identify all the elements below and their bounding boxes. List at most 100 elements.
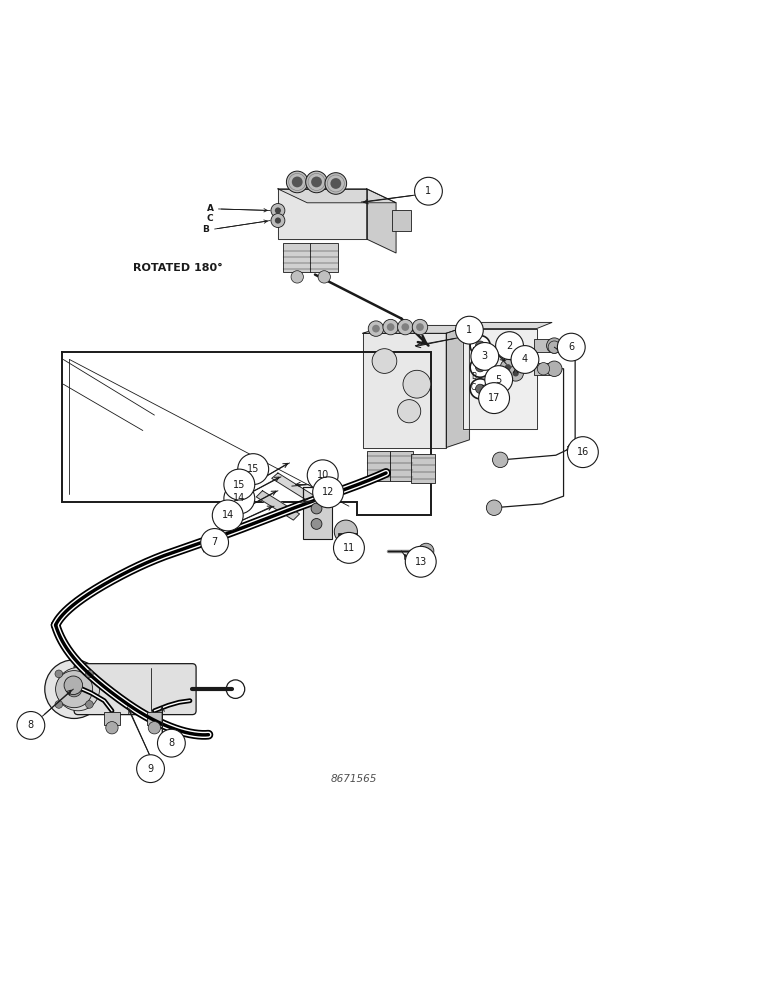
Circle shape [66,681,82,697]
Circle shape [405,546,436,577]
Circle shape [201,529,229,556]
Circle shape [271,204,285,217]
Circle shape [292,177,303,187]
Circle shape [330,178,341,189]
Circle shape [318,271,330,283]
Text: 15: 15 [233,480,245,490]
Circle shape [557,333,585,361]
Circle shape [496,332,523,359]
Circle shape [55,670,63,678]
Circle shape [368,321,384,336]
Bar [392,210,411,231]
Polygon shape [363,326,469,333]
Text: 6: 6 [568,342,574,352]
Circle shape [510,342,525,357]
Polygon shape [278,189,396,203]
Circle shape [224,469,255,500]
Circle shape [514,346,520,353]
Circle shape [372,349,397,373]
Bar [390,451,413,481]
Circle shape [86,701,93,708]
Text: 1: 1 [425,186,432,196]
Bar [367,451,390,481]
Circle shape [56,668,100,711]
Text: C: C [207,214,214,223]
Circle shape [398,400,421,423]
Text: 2: 2 [506,341,513,351]
Text: 8: 8 [28,720,34,730]
Circle shape [511,346,539,373]
Circle shape [547,338,562,353]
Polygon shape [256,491,300,520]
Bar [411,454,435,483]
Text: C: C [471,383,476,392]
Text: 3: 3 [482,351,488,361]
Text: A: A [471,347,476,356]
Text: 10: 10 [317,470,329,480]
Circle shape [106,722,118,734]
Circle shape [493,452,508,468]
Circle shape [500,336,516,352]
Circle shape [224,483,255,514]
Circle shape [372,325,380,332]
Text: 9: 9 [147,764,154,774]
Text: 8671565: 8671565 [330,774,377,784]
FancyBboxPatch shape [74,664,196,715]
Circle shape [17,712,45,739]
Circle shape [470,379,490,399]
Circle shape [455,316,483,344]
Circle shape [306,171,327,193]
Circle shape [383,319,398,335]
Circle shape [64,676,83,695]
Text: 4: 4 [522,354,528,364]
Polygon shape [463,322,552,329]
Circle shape [212,500,243,531]
Circle shape [45,660,103,718]
Text: ROTATED 180°: ROTATED 180° [133,263,222,273]
Circle shape [387,323,394,331]
Circle shape [547,361,562,376]
Circle shape [508,366,523,381]
Circle shape [148,722,161,734]
Polygon shape [446,326,469,448]
Circle shape [471,343,499,370]
Polygon shape [367,189,396,253]
Text: B: B [202,225,209,234]
Circle shape [311,177,322,187]
Circle shape [513,370,519,376]
Bar [147,712,162,725]
Text: 15: 15 [247,464,259,474]
Circle shape [271,214,285,227]
Circle shape [479,383,510,414]
Circle shape [398,319,413,335]
Text: 14: 14 [222,510,234,520]
Text: 16: 16 [577,447,589,457]
Circle shape [313,477,344,508]
Circle shape [418,543,434,559]
Text: 7: 7 [212,537,218,547]
Polygon shape [363,333,446,448]
Circle shape [505,364,511,370]
Bar [338,533,357,552]
Text: 13: 13 [415,557,427,567]
Circle shape [403,370,431,398]
Text: 12: 12 [322,487,334,497]
Polygon shape [272,473,315,502]
Circle shape [286,171,308,193]
Bar [283,243,311,272]
Circle shape [307,460,338,491]
Circle shape [334,532,364,563]
Text: 14: 14 [233,493,245,503]
Circle shape [505,341,511,347]
Circle shape [334,520,357,543]
Circle shape [275,207,281,214]
Bar [534,339,551,352]
Text: 8: 8 [168,738,174,748]
Circle shape [416,323,424,331]
Polygon shape [278,189,367,239]
Circle shape [311,503,322,514]
Circle shape [291,271,303,283]
Circle shape [157,729,185,757]
Circle shape [415,177,442,205]
Polygon shape [463,329,537,429]
